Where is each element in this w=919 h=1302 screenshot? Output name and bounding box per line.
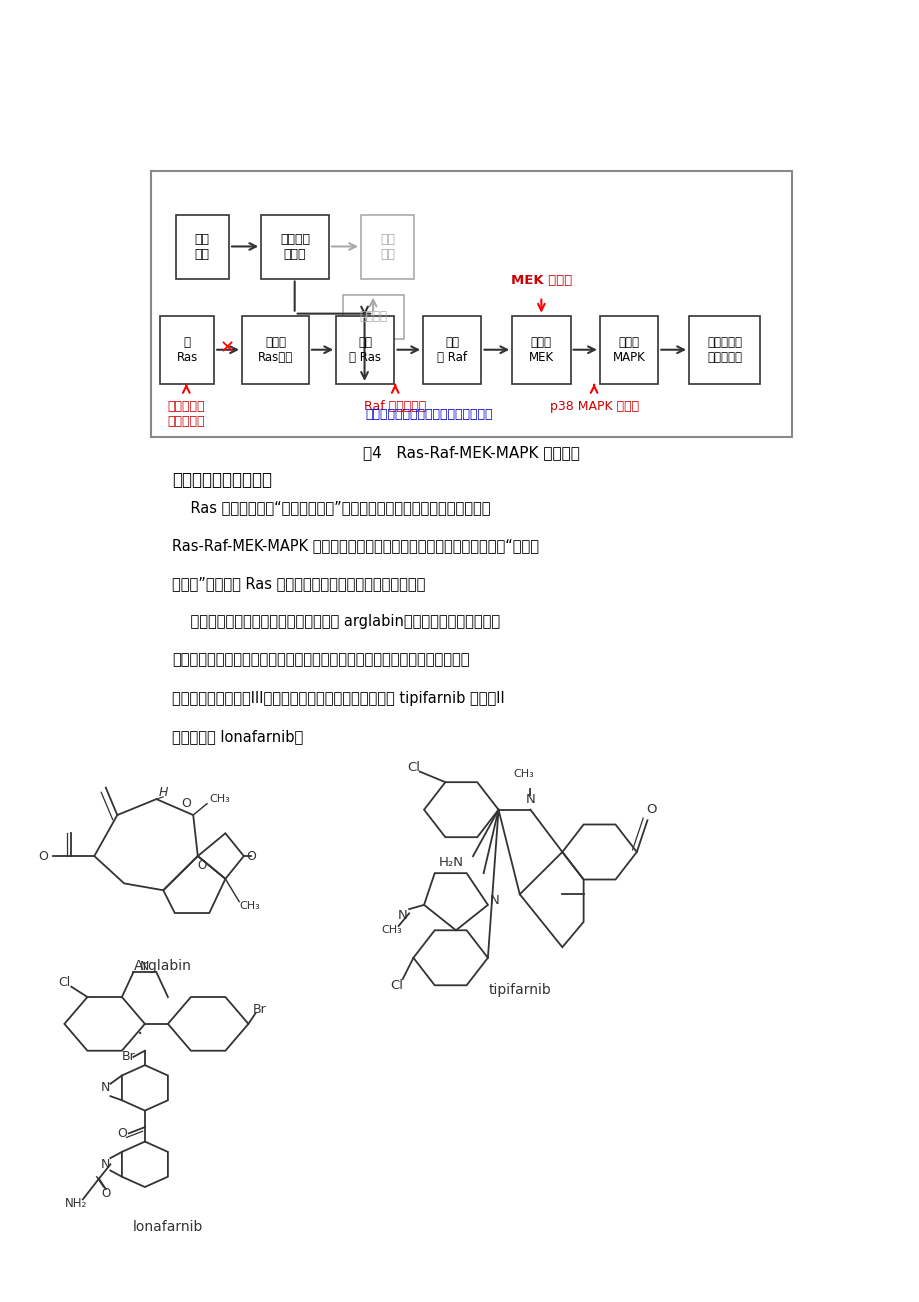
Text: N: N [101,1082,110,1095]
Text: H: H [158,786,168,798]
Text: ·: · [137,1025,143,1044]
FancyBboxPatch shape [688,315,759,384]
Text: 目前上市的法尼酰基转移酶抑制剂只有 arglabin，其为一种从多花蒿植物: 目前上市的法尼酰基转移酶抑制剂只有 arglabin，其为一种从多花蒿植物 [172,615,500,629]
Text: 其他国家上市。处于III期临床的法尼酰基转移酶抑制剂有 tipifarnib ，处于II: 其他国家上市。处于III期临床的法尼酰基转移酶抑制剂有 tipifarnib ，… [172,690,505,706]
FancyBboxPatch shape [261,215,329,279]
Text: Cl: Cl [406,760,419,773]
Text: Arglabin: Arglabin [134,958,192,973]
Text: Br: Br [122,1051,135,1064]
Text: MEK 抑制剂: MEK 抑制剂 [510,273,572,286]
Text: 前
Ras: 前 Ras [176,336,198,363]
FancyBboxPatch shape [343,294,403,339]
Text: CH₃: CH₃ [513,768,534,779]
Text: O: O [117,1126,127,1139]
Text: NH₂: NH₂ [64,1197,87,1210]
Text: N: N [101,1157,110,1170]
FancyBboxPatch shape [151,172,791,437]
Text: 激活的
MAPK: 激活的 MAPK [612,336,645,363]
Text: Ras-Raf-MEK-MAPK 信号通路，调控细胞的增殖和恶性转化。故，抑制“法尼基: Ras-Raf-MEK-MAPK 信号通路，调控细胞的增殖和恶性转化。故，抑制“… [172,538,539,553]
Text: H₂N: H₂N [438,857,464,868]
FancyBboxPatch shape [423,315,481,384]
Text: 其他
通路: 其他 通路 [380,233,395,260]
Text: O: O [181,797,191,810]
Text: O: O [198,859,207,871]
FancyBboxPatch shape [176,215,229,279]
Text: Cl: Cl [58,976,71,990]
Text: 激活的
MEK: 激活的 MEK [528,336,553,363]
Text: 转移酶”可以抑制 Ras 蛋白的法尼基化，阻断癌细胞的增殖。: 转移酶”可以抑制 Ras 蛋白的法尼基化，阻断癌细胞的增殖。 [172,577,425,591]
Text: O: O [646,803,656,816]
Text: O: O [245,850,255,862]
Text: 激活
的 Ras: 激活 的 Ras [349,336,380,363]
Text: lonafarnib: lonafarnib [132,1220,203,1234]
Text: Ras 蛋白必须经过“法尼基转移酶”法尼基化后才能成长为成熟蛋白，参与: Ras 蛋白必须经过“法尼基转移酶”法尼基化后才能成长为成熟蛋白，参与 [172,500,490,516]
Text: tipifarnib: tipifarnib [488,983,550,997]
Text: N: N [398,909,407,922]
FancyBboxPatch shape [599,315,658,384]
Text: N: N [525,793,535,806]
Text: Cl: Cl [390,979,403,992]
Text: N: N [489,894,499,907]
Text: 中提取的倍半萜烯内酯，已在萨哈特斯坦和前苏联上市，目前正准备在美国等: 中提取的倍半萜烯内酯，已在萨哈特斯坦和前苏联上市，目前正准备在美国等 [172,652,469,668]
Text: Raf 激酶抑制剂: Raf 激酶抑制剂 [364,400,425,413]
FancyBboxPatch shape [160,315,214,384]
Text: 其他通路: 其他通路 [359,310,387,323]
Text: 上游
信号: 上游 信号 [195,233,210,260]
Text: 期临床的有 lonafarnib。: 期临床的有 lonafarnib。 [172,729,303,743]
Text: 激活
的 Raf: 激活 的 Raf [437,336,467,363]
Text: 法尼酰基转移酶抑制剂: 法尼酰基转移酶抑制剂 [172,471,272,490]
Text: 成熟的
Ras蛋白: 成熟的 Ras蛋白 [257,336,293,363]
FancyBboxPatch shape [512,315,570,384]
Text: 图4   Ras-Raf-MEK-MAPK 信号通路: 图4 Ras-Raf-MEK-MAPK 信号通路 [363,445,579,460]
Text: CH₃: CH₃ [381,926,403,935]
Text: Br: Br [253,1003,267,1016]
Text: 酪氨酸激
酶激活: 酪氨酸激 酶激活 [279,233,310,260]
Text: O: O [39,850,49,862]
Text: p38 MAPK 抑制剂: p38 MAPK 抑制剂 [549,400,638,413]
FancyBboxPatch shape [360,215,414,279]
Text: CH₃: CH₃ [209,794,230,805]
Text: O: O [101,1186,110,1199]
FancyBboxPatch shape [335,315,394,384]
Text: 法尼酰基转
移酶抑制剂: 法尼酰基转 移酶抑制剂 [167,400,205,428]
Text: ✕: ✕ [220,340,235,358]
FancyBboxPatch shape [242,315,309,384]
Text: N: N [140,960,150,973]
Text: 为酪氨酸激酶下游的一条信号转导通路: 为酪氨酸激酶下游的一条信号转导通路 [365,408,492,421]
Text: CH₃: CH₃ [239,901,260,911]
Text: 细胞核内转
录因子激活: 细胞核内转 录因子激活 [707,336,742,363]
